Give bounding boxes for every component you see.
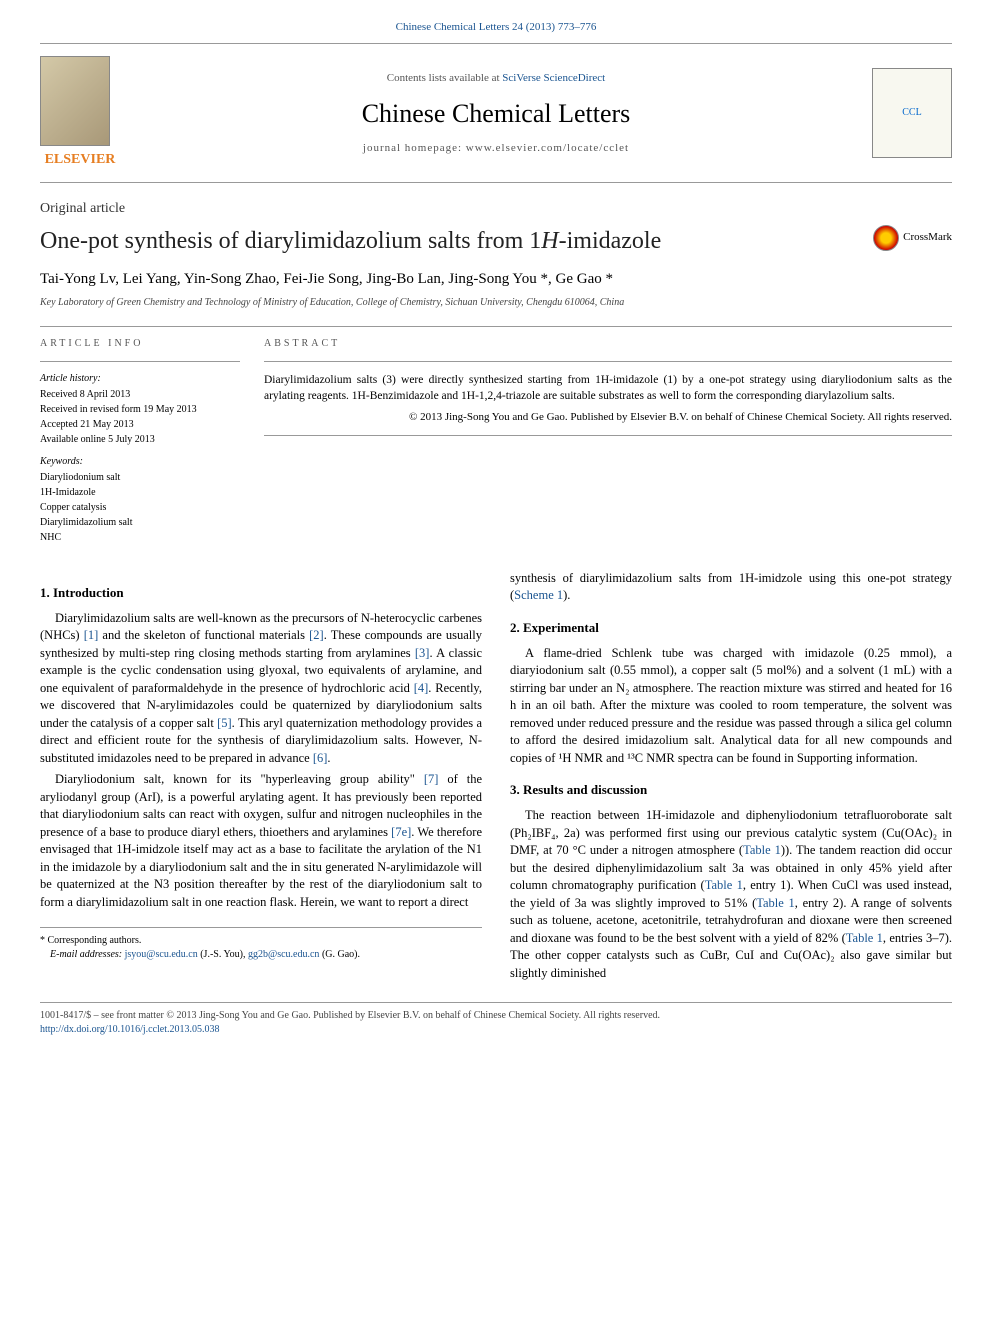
ref-link[interactable]: [4] bbox=[414, 681, 429, 695]
journal-homepage: journal homepage: www.elsevier.com/locat… bbox=[120, 141, 872, 156]
table-link[interactable]: Table 1 bbox=[846, 931, 883, 945]
history-label: Article history: bbox=[40, 372, 240, 386]
crossmark-badge[interactable]: CrossMark bbox=[873, 225, 952, 251]
ref-link[interactable]: [3] bbox=[415, 646, 430, 660]
keyword: Diarylimidazolium salt bbox=[40, 516, 240, 530]
article-type: Original article bbox=[40, 199, 952, 219]
section-heading-results: 3. Results and discussion bbox=[510, 781, 952, 799]
abstract-heading: ABSTRACT bbox=[264, 337, 952, 351]
affiliation: Key Laboratory of Green Chemistry and Te… bbox=[40, 296, 952, 310]
corresponding-authors-note: * Corresponding authors. bbox=[40, 934, 482, 948]
table-link[interactable]: Table 1 bbox=[743, 843, 781, 857]
section-heading-experimental: 2. Experimental bbox=[510, 619, 952, 637]
divider bbox=[40, 927, 482, 928]
article-info-heading: ARTICLE INFO bbox=[40, 337, 240, 351]
section-heading-intro: 1. Introduction bbox=[40, 584, 482, 602]
journal-title: Chinese Chemical Letters bbox=[120, 96, 872, 132]
ccl-logo: CCL bbox=[872, 68, 952, 158]
table-link[interactable]: Table 1 bbox=[705, 878, 743, 892]
divider bbox=[264, 435, 952, 436]
journal-header: ELSEVIER Contents lists available at Sci… bbox=[40, 43, 952, 183]
journal-cover-thumbnail bbox=[40, 56, 110, 146]
ref-link[interactable]: [6] bbox=[313, 751, 328, 765]
ref-link[interactable]: [7e] bbox=[391, 825, 411, 839]
online-date: Available online 5 July 2013 bbox=[40, 433, 240, 447]
body-paragraph: The reaction between 1H-imidazole and di… bbox=[510, 807, 952, 982]
keywords-label: Keywords: bbox=[40, 455, 240, 469]
left-column: 1. Introduction Diarylimidazolium salts … bbox=[40, 570, 482, 987]
table-link[interactable]: Table 1 bbox=[756, 896, 795, 910]
accepted-date: Accepted 21 May 2013 bbox=[40, 418, 240, 432]
journal-citation[interactable]: Chinese Chemical Letters 24 (2013) 773–7… bbox=[40, 20, 952, 35]
ref-link[interactable]: [2] bbox=[309, 628, 324, 642]
email-link[interactable]: gg2b@scu.edu.cn bbox=[248, 949, 319, 960]
abstract-copyright: © 2013 Jing-Song You and Ge Gao. Publish… bbox=[264, 410, 952, 425]
keyword: 1H-Imidazole bbox=[40, 486, 240, 500]
body-paragraph: Diaryliodonium salt, known for its "hype… bbox=[40, 771, 482, 911]
received-date: Received 8 April 2013 bbox=[40, 388, 240, 402]
ref-link[interactable]: [5] bbox=[217, 716, 232, 730]
doi-link[interactable]: http://dx.doi.org/10.1016/j.cclet.2013.0… bbox=[40, 1024, 220, 1035]
email-link[interactable]: jsyou@scu.edu.cn bbox=[125, 949, 198, 960]
abstract-text: Diarylimidazolium salts (3) were directl… bbox=[264, 372, 952, 404]
crossmark-icon bbox=[873, 225, 899, 251]
body-paragraph: A flame-dried Schlenk tube was charged w… bbox=[510, 645, 952, 768]
contents-available-line: Contents lists available at SciVerse Sci… bbox=[120, 71, 872, 86]
keyword: NHC bbox=[40, 531, 240, 545]
ref-link[interactable]: [1] bbox=[84, 628, 99, 642]
crossmark-label: CrossMark bbox=[903, 230, 952, 245]
right-column: synthesis of diarylimidazolium salts fro… bbox=[510, 570, 952, 987]
keyword: Copper catalysis bbox=[40, 501, 240, 515]
footer-copyright: 1001-8417/$ – see front matter © 2013 Ji… bbox=[40, 1002, 952, 1037]
body-paragraph: synthesis of diarylimidazolium salts fro… bbox=[510, 570, 952, 605]
sciencedirect-link[interactable]: SciVerse ScienceDirect bbox=[502, 72, 605, 84]
divider bbox=[40, 326, 952, 327]
email-addresses: E-mail addresses: jsyou@scu.edu.cn (J.-S… bbox=[40, 948, 482, 962]
ref-link[interactable]: [7] bbox=[424, 772, 439, 786]
left-logos: ELSEVIER bbox=[40, 56, 120, 170]
article-title: One-pot synthesis of diarylimidazolium s… bbox=[40, 225, 661, 259]
authors-list: Tai-Yong Lv, Lei Yang, Yin-Song Zhao, Fe… bbox=[40, 269, 952, 290]
divider bbox=[40, 361, 240, 362]
header-center: Contents lists available at SciVerse Sci… bbox=[120, 71, 872, 156]
scheme-link[interactable]: Scheme 1 bbox=[514, 588, 563, 602]
revised-date: Received in revised form 19 May 2013 bbox=[40, 403, 240, 417]
copyright-line: 1001-8417/$ – see front matter © 2013 Ji… bbox=[40, 1009, 952, 1023]
article-info-sidebar: ARTICLE INFO Article history: Received 8… bbox=[40, 337, 240, 546]
keyword: Diaryliodonium salt bbox=[40, 471, 240, 485]
body-two-columns: 1. Introduction Diarylimidazolium salts … bbox=[40, 570, 952, 987]
body-paragraph: Diarylimidazolium salts are well-known a… bbox=[40, 610, 482, 768]
elsevier-logo: ELSEVIER bbox=[40, 150, 120, 170]
abstract-column: ABSTRACT Diarylimidazolium salts (3) wer… bbox=[264, 337, 952, 546]
divider bbox=[264, 361, 952, 362]
contents-prefix: Contents lists available at bbox=[387, 72, 502, 84]
